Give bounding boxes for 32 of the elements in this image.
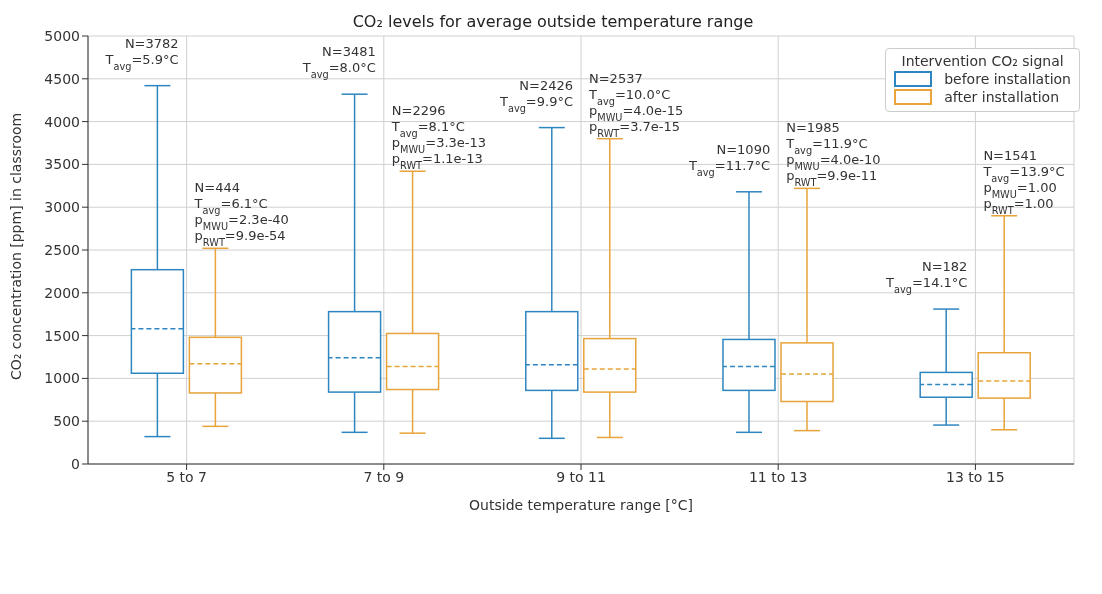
x-tick-label: 11 to 13 <box>748 468 808 485</box>
text: N=1541 T$_{avg}$=13.9°C p$_{MWU}$=1.00 p$_{RWT}$=1.00 <box>983 147 1065 216</box>
chart-title: CO₂ levels for average outside temperature range <box>352 12 754 31</box>
y-tick-label: 2500 <box>44 241 80 258</box>
text: N=2296 T$_{avg}$=8.1°C p$_{MWU}$=3.3e-13 p$_{RWT}$=1.1e-13 <box>391 103 487 171</box>
x-axis-title: Outside temperature range [°C] <box>469 497 693 513</box>
y-tick-label: 1500 <box>44 327 80 344</box>
y-tick-label: 3500 <box>44 156 80 173</box>
text: N=2537 T$_{avg}$=10.0°C p$_{MWU}$=4.0e-15 p$_{RWT}$=3.7e-15 <box>589 70 684 139</box>
text: N=182 T$_{avg}$=14.1°C <box>886 259 968 295</box>
legend-label: after installation <box>944 89 1060 105</box>
y-tick-label: 1000 <box>44 370 80 387</box>
text: N=1090 T$_{avg}$=11.7°C <box>688 141 771 178</box>
y-tick-label: 3000 <box>44 199 80 216</box>
text: N=1985 T$_{avg}$=11.9°C p$_{MWU}$=4.0e-10 p$_{RWT}$=9.9e-11 <box>786 120 881 188</box>
annotation: N=3782 T$_{avg}$=5.9°C <box>104 35 179 72</box>
x-tick-label: 13 to 15 <box>946 468 1005 485</box>
y-tick-label: 4500 <box>44 70 80 87</box>
y-tick-label: 4000 <box>44 113 80 130</box>
y-tick-label: 500 <box>53 413 80 430</box>
annotation: N=3481 T$_{avg}$=8.0°C <box>301 44 376 80</box>
y-tick-label: 0 <box>71 455 80 472</box>
y-tick-label: 2000 <box>44 284 80 301</box>
x-tick-label: 5 to 7 <box>166 468 207 485</box>
text: N=444 T$_{avg}$=6.1°C p$_{MWU}$=2.3e-40 p$_{RWT}$=9.9e-54 <box>194 180 289 248</box>
legend-title: Intervention CO₂ signal <box>900 53 1065 69</box>
annotation: N=2426 T$_{avg}$=9.9°C <box>498 77 573 114</box>
y-axis-title: CO₂ concentration [ppm] in classroom <box>7 112 24 380</box>
x-tick-label: 7 to 9 <box>363 468 405 485</box>
y-tick-label: 5000 <box>44 27 80 44</box>
legend-label: before installation <box>944 71 1071 87</box>
x-tick-label: 9 to 11 <box>556 468 606 485</box>
